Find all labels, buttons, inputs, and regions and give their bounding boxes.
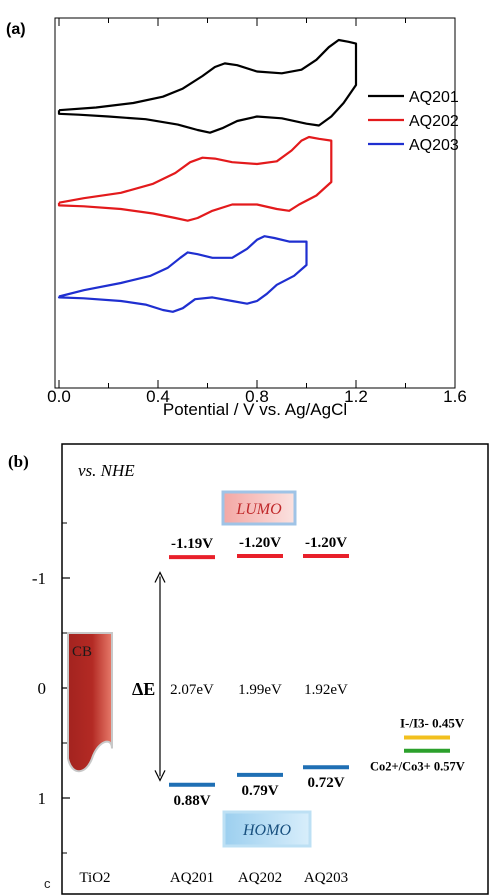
- homo-value-aq202: 0.79V: [241, 783, 278, 799]
- legend-label-aq201: AQ201: [409, 89, 459, 106]
- tio2-conduction-band: [67, 632, 113, 773]
- legend-label-aq202: AQ202: [409, 113, 459, 130]
- energy-level-diagram: (b) vs. NHE -1 0 1 CB LUMO HOMO ΔE -1.19V -…: [8, 443, 489, 895]
- gap-value-aq202: 1.99eV: [238, 682, 282, 698]
- x-tick-label: 1.6: [443, 387, 467, 406]
- x-axis-label: Potential / V vs. Ag/AgCl: [163, 400, 347, 419]
- category-label-tio2: TiO2: [79, 870, 110, 886]
- lumo-label: LUMO: [235, 501, 282, 518]
- footer-glyph: c: [44, 876, 51, 891]
- homo-box: [222, 810, 312, 848]
- x-tick-label: 0.0: [47, 387, 71, 406]
- lumo-box: [221, 490, 297, 526]
- panel-a-label: (a): [6, 21, 26, 38]
- cb-label: CB: [72, 644, 92, 660]
- homo-value-aq203: 0.72V: [307, 775, 344, 791]
- plot-frame-b: [61, 443, 489, 895]
- homo-value-aq201: 0.88V: [173, 793, 210, 809]
- category-label-aq201: AQ201: [170, 870, 214, 886]
- cv-chart: (a) 0.0 0.4 0.8 1.2 1.6 AQ201 AQ202 AQ203 Pote…: [6, 17, 467, 419]
- x-tick-label: 0.4: [146, 387, 170, 406]
- gap-value-aq201: 2.07eV: [170, 682, 214, 698]
- y-tick-label: -1: [32, 569, 46, 588]
- delta-e-label: ΔE: [132, 679, 155, 699]
- redox-label-iodide: I-/I3- 0.45V: [400, 716, 465, 731]
- lumo-value-aq202: -1.20V: [239, 535, 281, 551]
- reference-label: vs. NHE: [78, 461, 135, 480]
- lumo-value-aq201: -1.19V: [171, 536, 213, 552]
- redox-label-cobalt: Co2+/Co3+ 0.57V: [370, 760, 465, 774]
- x-tick-label: 0.8: [245, 387, 269, 406]
- panel-b-label: (b): [8, 452, 29, 471]
- cv-curve-aq202: [57, 135, 333, 222]
- cv-curve-aq203: [57, 235, 308, 313]
- cv-curve-aq201: [57, 38, 358, 134]
- y-tick-label: 1: [38, 789, 47, 808]
- homo-label: HOMO: [242, 822, 291, 839]
- legend-label-aq203: AQ203: [409, 137, 459, 154]
- x-tick-label: 1.2: [344, 387, 368, 406]
- delta-e-head-down: [154, 770, 166, 782]
- gap-value-aq203: 1.92eV: [304, 682, 348, 698]
- category-label-aq203: AQ203: [304, 870, 348, 886]
- lumo-value-aq203: -1.20V: [305, 535, 347, 551]
- plot-frame-a: [54, 17, 456, 389]
- delta-e-head-up: [154, 571, 166, 583]
- category-label-aq202: AQ202: [238, 870, 282, 886]
- delta-e-arrow: [154, 571, 166, 782]
- y-tick-label: 0: [38, 679, 47, 698]
